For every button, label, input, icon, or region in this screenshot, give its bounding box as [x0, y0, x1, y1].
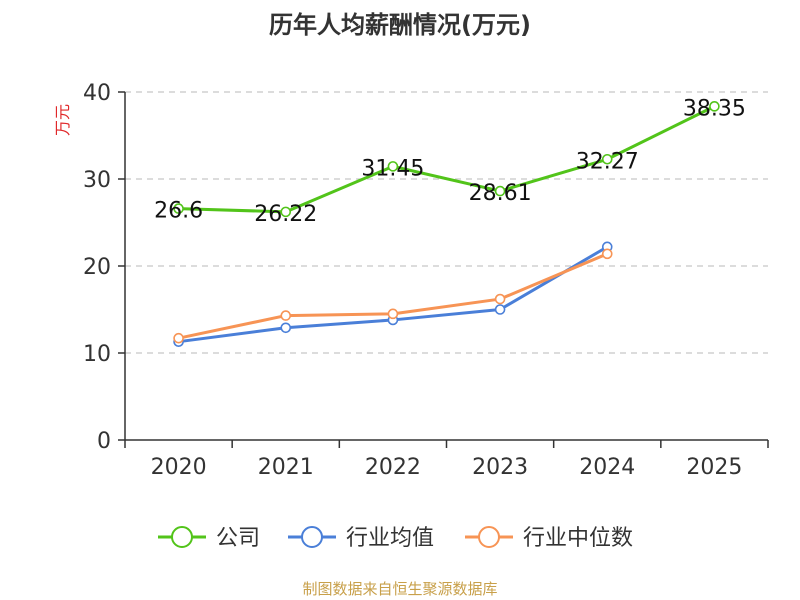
axes: 0 10 20 30 40 2020 2021 2022 2023 2024 2025	[83, 81, 769, 480]
series-line	[178, 245, 609, 344]
data-point	[387, 161, 399, 172]
legend: 公司 行业均值 行业中位数	[158, 526, 633, 551]
data-point	[601, 153, 613, 165]
y-tick-label: 0	[97, 429, 111, 454]
x-tick-label: 2020	[151, 455, 207, 480]
data-label: 38.35	[683, 96, 746, 121]
data-point	[709, 101, 720, 112]
chart-title: 历年人均薪酬情况(万元)	[269, 11, 531, 39]
data-point	[494, 293, 506, 305]
series-line	[178, 105, 716, 214]
data-point	[601, 248, 613, 260]
x-tick-label: 2023	[472, 455, 528, 480]
legend-marker	[301, 526, 323, 548]
legend-marker	[171, 526, 193, 548]
legend-label: 公司	[216, 526, 260, 551]
legend-label: 行业中位数	[523, 526, 633, 551]
data-label: 28.61	[469, 181, 532, 206]
data-point	[494, 185, 506, 197]
y-tick-label: 10	[83, 342, 111, 367]
data-label: 26.6	[154, 199, 203, 224]
data-label: 32.27	[576, 149, 639, 174]
data-label: 26.22	[254, 202, 317, 227]
data-point	[173, 203, 184, 214]
x-tick-label: 2021	[258, 455, 314, 480]
y-tick-label: 30	[83, 168, 111, 193]
y-tick-label: 40	[83, 81, 111, 106]
data-point	[280, 206, 292, 218]
source-note: 制图数据来自恒生聚源数据库	[302, 580, 497, 598]
data-point	[280, 310, 292, 321]
data-point	[173, 332, 184, 344]
data-label: 31.45	[361, 156, 424, 181]
legend-label: 行业均值	[346, 526, 434, 551]
y-axis-label: 万元	[53, 104, 72, 136]
data-point	[280, 322, 292, 334]
series-group: 26.6 26.22 31.45 28.61 32.27 38.35	[154, 96, 746, 347]
legend-marker	[478, 526, 500, 548]
data-point	[387, 308, 399, 320]
x-tick-label: 2024	[579, 455, 635, 480]
x-tick-label: 2025	[686, 455, 742, 480]
y-tick-label: 20	[83, 255, 111, 280]
data-point	[494, 304, 506, 315]
x-tick-label: 2022	[365, 455, 421, 480]
